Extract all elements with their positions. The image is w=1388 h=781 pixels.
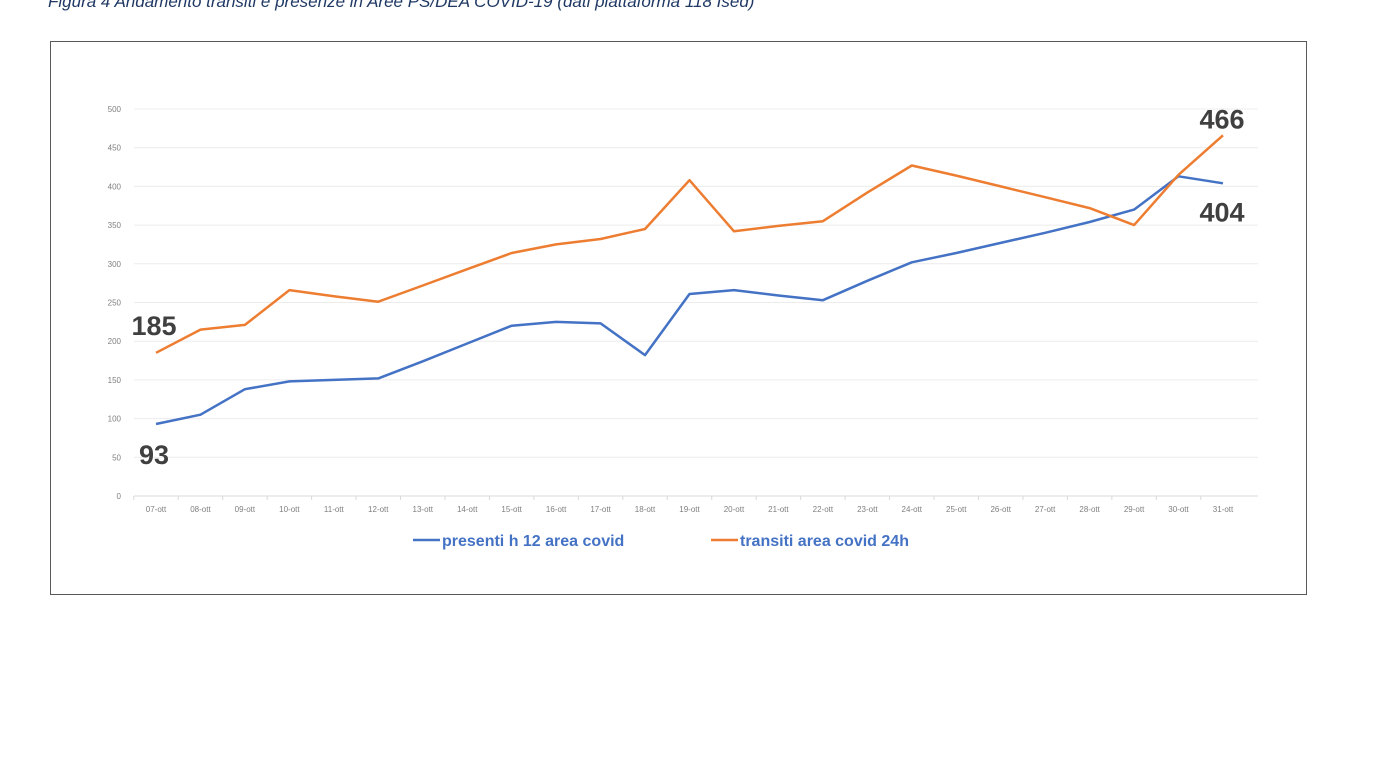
y-tick-label: 400 — [108, 182, 122, 191]
data-annotations: 185 93 466 404 — [131, 104, 1244, 470]
legend-label: presenti h 12 area covid — [442, 533, 624, 550]
x-tick-label: 30-ott — [1168, 505, 1189, 514]
y-tick-label: 450 — [108, 144, 122, 153]
x-tick-label: 25-ott — [946, 505, 967, 514]
series-line-presenti — [155, 175, 1224, 426]
x-tick-label: 23-ott — [857, 505, 878, 514]
x-tick-label: 08-ott — [190, 505, 211, 514]
x-tick-label: 20-ott — [724, 505, 745, 514]
data-label: 93 — [139, 440, 169, 470]
y-tick-label: 200 — [108, 337, 122, 346]
x-tick-label: 21-ott — [768, 505, 789, 514]
x-tick-label: 13-ott — [413, 505, 434, 514]
y-tick-label: 300 — [108, 260, 122, 269]
series-line-transiti — [155, 134, 1224, 354]
gridlines — [134, 108, 1258, 497]
y-tick-label: 150 — [108, 376, 122, 385]
y-axis-ticks: 0 50 100 150 200 250 300 350 400 450 500 — [108, 105, 122, 501]
x-tick-label: 18-ott — [635, 505, 656, 514]
y-tick-label: 250 — [108, 299, 122, 308]
x-tick-label: 19-ott — [679, 505, 700, 514]
x-tick-label: 24-ott — [902, 505, 923, 514]
legend-label: transiti area covid 24h — [740, 533, 909, 550]
x-tick-label: 16-ott — [546, 505, 567, 514]
x-tick-label: 15-ott — [501, 505, 522, 514]
chart-frame: 0 50 100 150 200 250 300 350 400 450 500 07-ott 08-… — [50, 41, 1307, 595]
x-tick-label: 07-ott — [146, 505, 167, 514]
y-tick-label: 350 — [108, 221, 122, 230]
x-tick-label: 29-ott — [1124, 505, 1145, 514]
x-tick-label: 14-ott — [457, 505, 478, 514]
y-tick-label: 100 — [108, 415, 122, 424]
x-tick-label: 31-ott — [1213, 505, 1234, 514]
x-tick-label: 26-ott — [990, 505, 1011, 514]
data-label: 404 — [1199, 197, 1244, 227]
x-tick-label: 22-ott — [813, 505, 834, 514]
x-tick-label: 27-ott — [1035, 505, 1056, 514]
data-label: 185 — [131, 311, 176, 341]
x-tick-label: 09-ott — [235, 505, 256, 514]
series-lines — [155, 134, 1224, 426]
line-chart: 0 50 100 150 200 250 300 350 400 450 500 07-ott 08-… — [108, 104, 1258, 550]
x-tick-label: 17-ott — [590, 505, 611, 514]
x-tick-label: 12-ott — [368, 505, 389, 514]
data-label: 466 — [1199, 104, 1244, 134]
x-tick-label: 11-ott — [324, 505, 345, 514]
y-tick-label: 50 — [112, 453, 121, 462]
figure-caption: Figura 4 Andamento transiti e presenze i… — [48, 0, 755, 11]
legend: presenti h 12 area covid transiti area co… — [413, 533, 909, 550]
y-tick-label: 0 — [117, 492, 122, 501]
y-tick-label: 500 — [108, 105, 122, 114]
x-axis-ticks: 07-ott 08-ott 09-ott 10-ott 11-ott 12-ott 13-o… — [133, 496, 1234, 514]
x-tick-label: 28-ott — [1079, 505, 1100, 514]
x-tick-label: 10-ott — [279, 505, 300, 514]
